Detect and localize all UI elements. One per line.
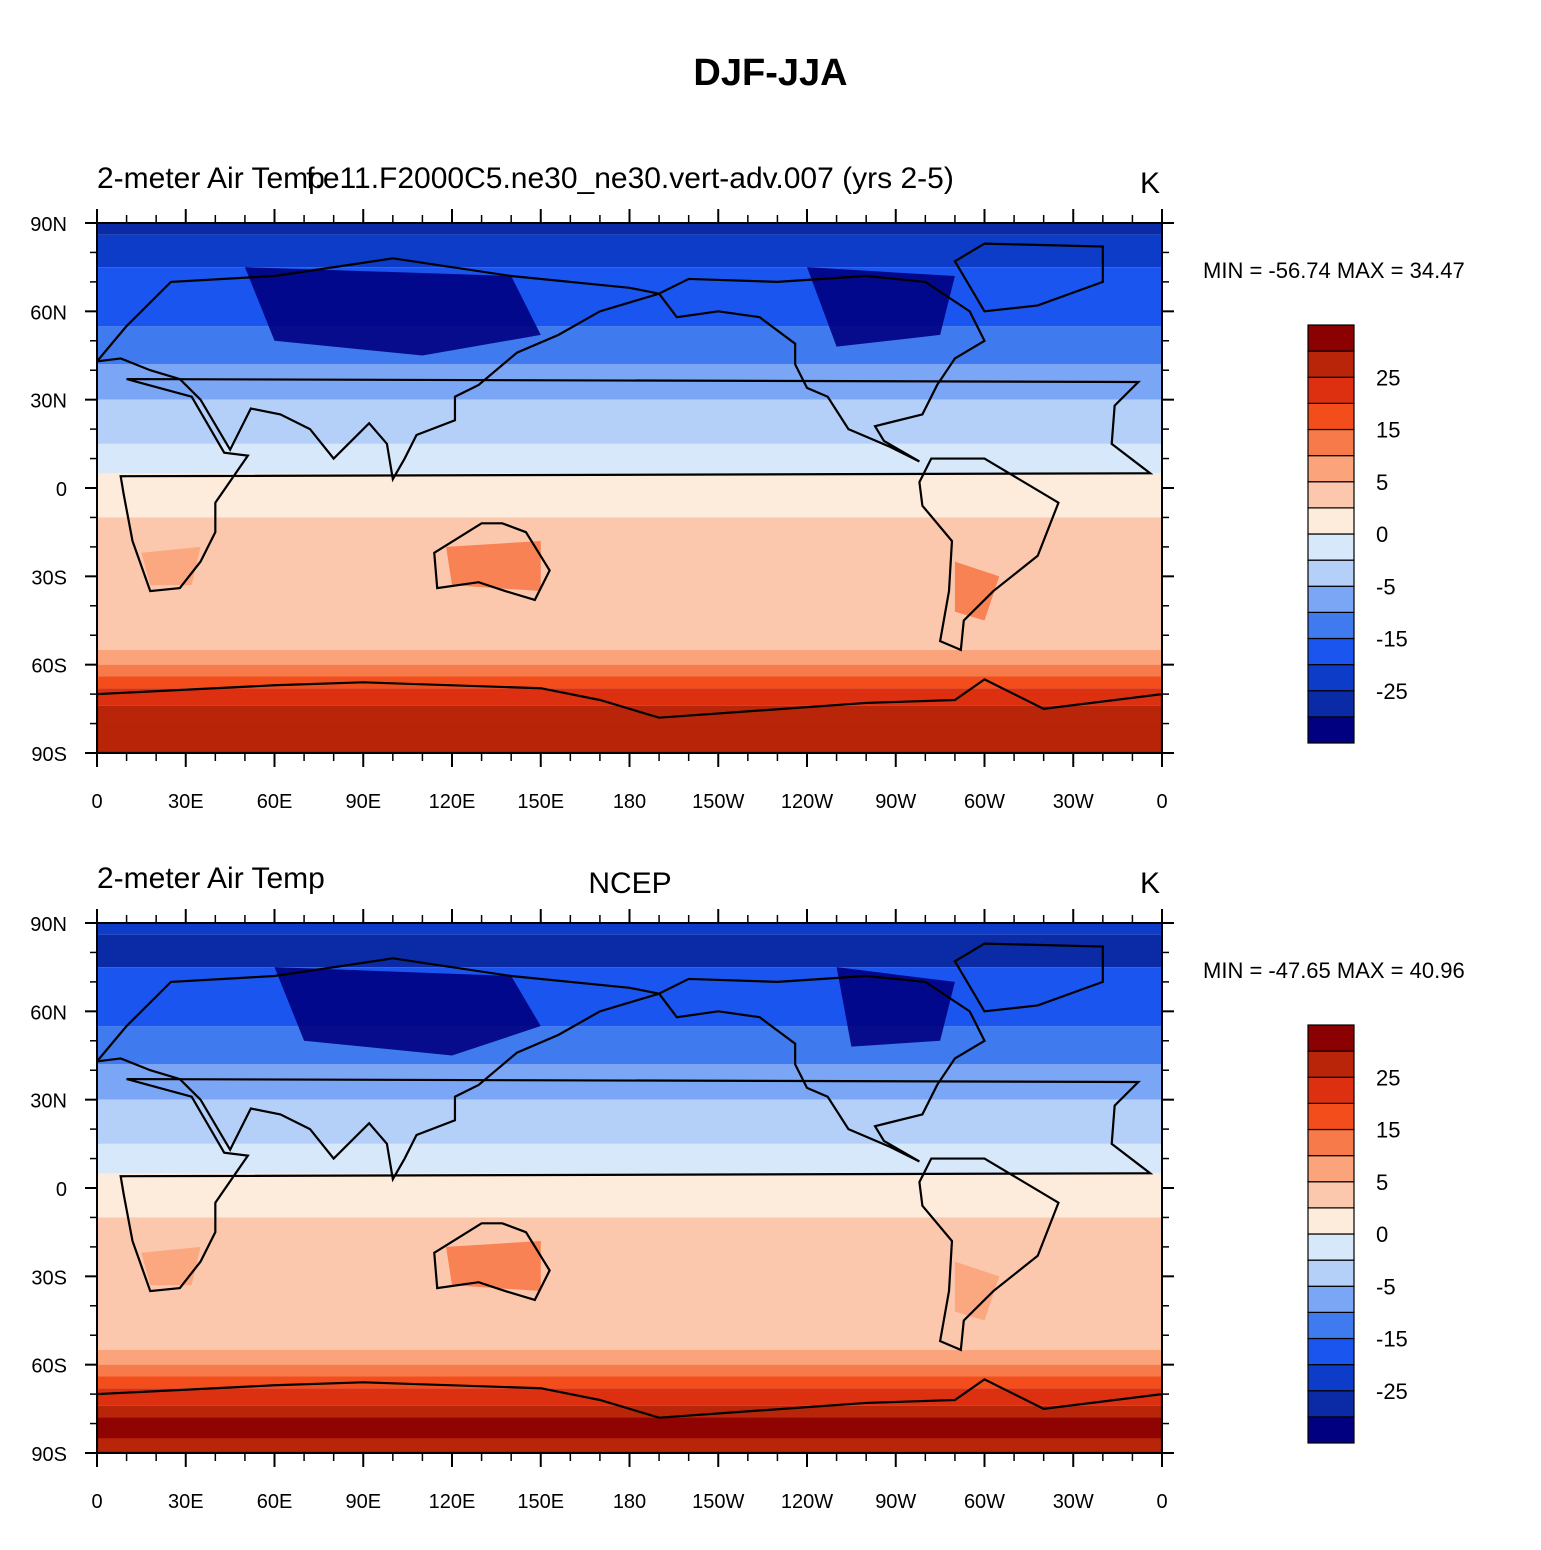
- lat-tick-label: 60N: [30, 302, 67, 324]
- lat-tick-label: 30S: [31, 1267, 67, 1289]
- colorbar-swatch: [1307, 1076, 1355, 1104]
- panel-case-title: f.e11.F2000C5.ne30_ne30.vert-adv.007 (yr…: [306, 162, 954, 195]
- colorbar-label: 15: [1376, 1118, 1400, 1143]
- lat-tick-label: 90S: [31, 744, 67, 766]
- colorbar-swatch: [1307, 481, 1355, 509]
- colorbar-label: -15: [1376, 1327, 1408, 1352]
- colorbar-swatch: [1307, 1416, 1355, 1444]
- lon-tick-label: 90E: [345, 1491, 381, 1513]
- colorbar-label: 25: [1376, 1065, 1400, 1090]
- colorbar-swatch: [1307, 507, 1355, 535]
- lon-tick-label: 180: [613, 791, 646, 813]
- colorbar-swatch: [1307, 1390, 1355, 1418]
- lon-tick-label: 150E: [517, 1491, 564, 1513]
- lon-tick-label: 180: [613, 1491, 646, 1513]
- colorbar-swatch: [1307, 1024, 1355, 1052]
- lon-tick-label: 150E: [517, 791, 564, 813]
- lon-tick-label: 0: [1156, 791, 1167, 813]
- lat-tick-label: 0: [56, 1179, 67, 1201]
- lon-tick-label: 120E: [429, 1491, 476, 1513]
- colorbar-label: 5: [1376, 470, 1388, 495]
- lon-tick-label: 120W: [781, 1491, 833, 1513]
- colorbar-swatch: [1307, 1311, 1355, 1340]
- colorbar-swatch: [1307, 428, 1355, 457]
- lon-tick-label: 90E: [345, 791, 381, 813]
- panel-variable-title: 2-meter Air Temp: [97, 162, 325, 195]
- lat-tick-label: 30N: [30, 391, 67, 413]
- lat-tick-label: 0: [56, 479, 67, 501]
- colorbar-swatch: [1307, 1102, 1355, 1131]
- colorbar-label: -15: [1376, 627, 1408, 652]
- lon-tick-label: 60E: [257, 1491, 293, 1513]
- colorbar-label: 5: [1376, 1170, 1388, 1195]
- colorbar-swatch: [1307, 637, 1355, 666]
- lat-tick-label: 90N: [30, 914, 67, 936]
- lon-tick-label: 30W: [1053, 791, 1094, 813]
- colorbar-swatch: [1307, 1181, 1355, 1209]
- colorbar-swatch: [1307, 1128, 1355, 1157]
- colorbar-swatch: [1307, 324, 1355, 352]
- lon-tick-label: 0: [91, 791, 102, 813]
- lat-tick-label: 60S: [31, 656, 67, 678]
- map-plot: 90N 60N 30N 0 30S 60S 90S 0 30E 60E 90E 120E 150E 180…: [30, 909, 1408, 1513]
- colorbar-swatch: [1307, 585, 1355, 613]
- colorbar-label: 0: [1376, 522, 1388, 547]
- lon-tick-label: 120W: [781, 791, 833, 813]
- colorbar-swatch: [1307, 1207, 1355, 1235]
- colorbar-label: 0: [1376, 1222, 1388, 1247]
- lon-tick-label: 60E: [257, 791, 293, 813]
- colorbar-swatch: [1307, 690, 1355, 718]
- colorbar-swatch: [1307, 1050, 1355, 1078]
- colorbar-label: 15: [1376, 418, 1400, 443]
- lon-tick-label: 60W: [964, 791, 1005, 813]
- lon-tick-label: 150W: [692, 1491, 744, 1513]
- colorbar-swatch: [1307, 559, 1355, 587]
- colorbar-swatch: [1307, 1364, 1355, 1392]
- map-plot: 90N 60N 30N 0 30S 60S 90S 0 30E 60E 90E 120E 150E 180…: [30, 209, 1408, 813]
- panel-units: K: [1140, 167, 1161, 200]
- colorbar-label: -5: [1376, 574, 1396, 599]
- lon-tick-label: 0: [91, 1491, 102, 1513]
- colorbar-swatch: [1307, 533, 1355, 561]
- lon-tick-label: 120E: [429, 791, 476, 813]
- colorbar-label: -25: [1376, 679, 1408, 704]
- panel-variable-title: 2-meter Air Temp: [97, 862, 325, 895]
- lat-tick-label: 30S: [31, 567, 67, 589]
- colorbar-swatch: [1307, 1285, 1355, 1313]
- lon-tick-label: 0: [1156, 1491, 1167, 1513]
- lat-tick-label: 60N: [30, 1002, 67, 1024]
- lon-tick-label: 30W: [1053, 1491, 1094, 1513]
- lat-tick-label: 30N: [30, 1091, 67, 1113]
- colorbar-swatch: [1307, 455, 1355, 483]
- lon-tick-label: 90W: [875, 791, 916, 813]
- colorbar-swatch: [1307, 716, 1355, 744]
- lon-tick-label: 30E: [168, 1491, 204, 1513]
- lon-tick-label: 30E: [168, 791, 204, 813]
- colorbar-swatch: [1307, 376, 1355, 404]
- lat-tick-label: 90N: [30, 214, 67, 236]
- colorbar-swatch: [1307, 1337, 1355, 1366]
- colorbar-swatch: [1307, 350, 1355, 378]
- colorbar-label: -5: [1376, 1274, 1396, 1299]
- lon-tick-label: 150W: [692, 791, 744, 813]
- panel-case-title: NCEP: [588, 867, 672, 900]
- map-panel-ncep: 2-meter Air Temp NCEP K MIN = -47.65 MAX…: [0, 850, 1541, 1550]
- colorbar-swatch: [1307, 402, 1355, 431]
- lat-tick-label: 90S: [31, 1444, 67, 1466]
- map-panel-model: 2-meter Air Temp f.e11.F2000C5.ne30_ne30…: [0, 150, 1541, 850]
- min-max-label: MIN = -56.74 MAX = 34.47: [1203, 258, 1465, 283]
- lon-tick-label: 60W: [964, 1491, 1005, 1513]
- colorbar-label: 25: [1376, 365, 1400, 390]
- lon-tick-label: 90W: [875, 1491, 916, 1513]
- colorbar-swatch: [1307, 664, 1355, 692]
- lat-tick-label: 60S: [31, 1356, 67, 1378]
- min-max-label: MIN = -47.65 MAX = 40.96: [1203, 958, 1465, 983]
- colorbar-swatch: [1307, 1233, 1355, 1261]
- colorbar-label: -25: [1376, 1379, 1408, 1404]
- panel-units: K: [1140, 867, 1161, 900]
- colorbar-swatch: [1307, 611, 1355, 640]
- figure-title: DJF-JJA: [693, 52, 848, 94]
- colorbar-swatch: [1307, 1155, 1355, 1183]
- colorbar-swatch: [1307, 1259, 1355, 1287]
